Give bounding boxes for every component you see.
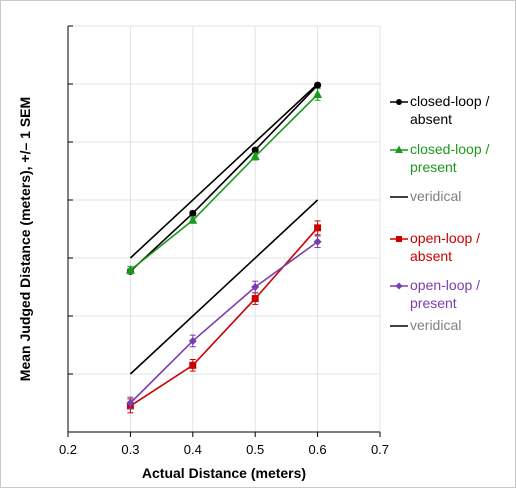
data-point-circle xyxy=(251,146,259,154)
data-point-diamond xyxy=(251,283,260,291)
series-closed-loop-present xyxy=(125,88,323,275)
legend-label: closed-loop / xyxy=(410,141,489,157)
x-tick-label: 0.5 xyxy=(246,442,264,457)
data-point-triangle xyxy=(395,145,403,153)
y-ticks xyxy=(68,25,73,433)
grid xyxy=(68,25,381,432)
legend-item: veridical xyxy=(390,188,461,204)
x-tick-label: 0.6 xyxy=(309,442,327,457)
series-line xyxy=(129,93,319,271)
legend: closed-loop / absent closed-loop / present v… xyxy=(390,93,489,333)
data-point-square xyxy=(251,295,259,303)
legend-label: open-loop / xyxy=(410,230,480,246)
legend-item: open-loop / present xyxy=(390,277,480,311)
legend-item: veridical xyxy=(390,317,461,333)
legend-label: present xyxy=(410,295,457,311)
data-point-diamond xyxy=(126,399,135,407)
y-axis-title: Mean Judged Distance (meters), +/– 1 SEM xyxy=(17,97,33,381)
data-point-circle xyxy=(189,209,197,217)
series-veridical xyxy=(129,83,319,259)
x-tick-label: 0.3 xyxy=(121,442,139,457)
legend-label: veridical xyxy=(410,317,461,333)
legend-label: absent xyxy=(410,248,452,264)
data-point-triangle xyxy=(313,89,323,98)
legend-label: absent xyxy=(410,111,452,127)
data-point-square xyxy=(189,361,197,369)
series-line xyxy=(129,199,319,375)
x-tick-label: 0.4 xyxy=(184,442,202,457)
data-point-diamond xyxy=(188,336,197,345)
data-point-square xyxy=(314,224,322,232)
data-point-square xyxy=(396,236,402,242)
series-open-loop-present xyxy=(126,235,322,410)
series-line xyxy=(129,227,319,407)
legend-item: open-loop / absent xyxy=(390,230,480,264)
data-point-triangle xyxy=(188,215,198,224)
series xyxy=(125,81,323,414)
legend-label: veridical xyxy=(410,188,461,204)
series-line xyxy=(129,83,319,259)
axes xyxy=(67,26,380,433)
legend-label: open-loop / xyxy=(410,277,480,293)
series-closed-loop-absent xyxy=(126,81,322,275)
series-line xyxy=(129,84,319,272)
x-axis-title: Actual Distance (meters) xyxy=(142,465,306,481)
data-point-diamond xyxy=(395,282,403,290)
data-point-triangle xyxy=(125,265,135,274)
x-tick-label: 0.7 xyxy=(371,442,389,457)
series-veridical xyxy=(129,199,319,375)
data-point-diamond xyxy=(313,237,322,246)
data-point-circle xyxy=(314,81,322,89)
legend-item: closed-loop / present xyxy=(390,141,489,175)
legend-item: closed-loop / absent xyxy=(390,93,489,127)
x-tick-label: 0.2 xyxy=(59,442,77,457)
series-line xyxy=(129,241,319,404)
x-ticks: 0.2 0.3 0.4 0.5 0.6 0.7 xyxy=(59,432,389,457)
legend-label: closed-loop / xyxy=(410,93,489,109)
legend-label: present xyxy=(410,159,457,175)
data-point-triangle xyxy=(250,151,260,160)
data-point-circle xyxy=(396,99,402,105)
